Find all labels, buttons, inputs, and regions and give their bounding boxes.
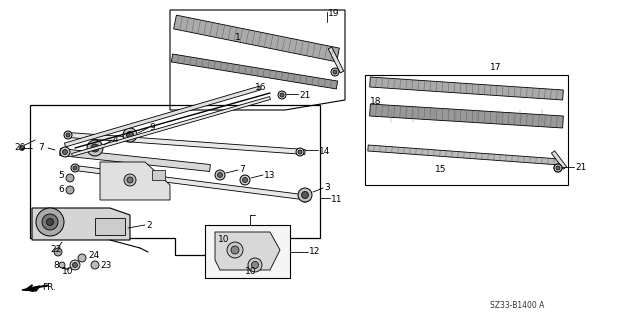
Text: 22: 22	[50, 245, 61, 254]
Circle shape	[301, 194, 309, 202]
Text: 4: 4	[113, 135, 119, 145]
Text: 21: 21	[299, 91, 310, 100]
Circle shape	[127, 132, 134, 139]
Polygon shape	[60, 148, 211, 172]
Text: 6: 6	[58, 186, 64, 195]
Text: 10: 10	[218, 236, 230, 244]
Polygon shape	[369, 104, 563, 128]
Circle shape	[280, 93, 284, 97]
Circle shape	[331, 68, 339, 76]
Circle shape	[217, 172, 222, 178]
Circle shape	[303, 196, 307, 200]
Circle shape	[59, 262, 65, 268]
Text: 21: 21	[575, 164, 586, 172]
Polygon shape	[329, 47, 344, 73]
Ellipse shape	[36, 208, 64, 236]
Polygon shape	[551, 151, 566, 169]
Circle shape	[60, 147, 70, 157]
Circle shape	[302, 191, 309, 198]
Circle shape	[19, 146, 24, 150]
Polygon shape	[369, 77, 563, 100]
Text: 24: 24	[88, 252, 99, 260]
Text: 9: 9	[149, 124, 155, 132]
Text: 23: 23	[100, 260, 111, 269]
Circle shape	[66, 133, 70, 137]
Text: 10: 10	[245, 268, 256, 276]
Text: 11: 11	[331, 195, 343, 204]
Polygon shape	[152, 170, 165, 180]
Circle shape	[124, 174, 136, 186]
Text: 19: 19	[328, 9, 340, 18]
Circle shape	[554, 164, 562, 172]
Text: 5: 5	[58, 172, 64, 180]
Circle shape	[296, 148, 304, 156]
Polygon shape	[75, 165, 310, 200]
Polygon shape	[65, 86, 261, 147]
Circle shape	[556, 166, 560, 170]
Polygon shape	[368, 145, 560, 165]
Polygon shape	[174, 15, 340, 62]
Text: 2: 2	[146, 220, 152, 229]
Circle shape	[554, 164, 562, 172]
Circle shape	[78, 254, 86, 262]
Ellipse shape	[47, 219, 53, 226]
Text: FR.: FR.	[42, 284, 56, 292]
Text: 3: 3	[324, 183, 330, 193]
Circle shape	[127, 177, 133, 183]
Circle shape	[242, 178, 248, 182]
Circle shape	[227, 242, 243, 258]
Circle shape	[298, 188, 312, 202]
Circle shape	[240, 175, 250, 185]
Polygon shape	[100, 162, 170, 200]
Text: 7: 7	[38, 143, 43, 153]
Circle shape	[73, 166, 77, 170]
Circle shape	[278, 91, 286, 99]
Text: 17: 17	[490, 63, 502, 73]
Circle shape	[298, 150, 302, 154]
Circle shape	[123, 128, 137, 142]
Text: 14: 14	[319, 147, 330, 156]
Polygon shape	[32, 208, 130, 240]
Circle shape	[54, 248, 62, 256]
Polygon shape	[171, 54, 338, 89]
Circle shape	[248, 258, 262, 272]
Circle shape	[252, 261, 258, 268]
Polygon shape	[215, 232, 280, 270]
Text: 13: 13	[264, 172, 276, 180]
Circle shape	[556, 166, 560, 170]
Circle shape	[215, 170, 225, 180]
Circle shape	[71, 164, 79, 172]
Circle shape	[66, 174, 74, 182]
Polygon shape	[95, 218, 125, 235]
Circle shape	[66, 186, 74, 194]
Circle shape	[333, 70, 337, 74]
Polygon shape	[71, 97, 270, 156]
Circle shape	[231, 246, 239, 254]
Text: 12: 12	[309, 247, 320, 257]
Circle shape	[91, 144, 99, 152]
Text: 16: 16	[255, 83, 266, 92]
Circle shape	[63, 149, 68, 155]
Text: SZ33-B1400 A: SZ33-B1400 A	[490, 300, 545, 309]
Text: 1: 1	[235, 34, 241, 43]
Circle shape	[64, 131, 72, 139]
Circle shape	[70, 260, 80, 270]
Text: 15: 15	[435, 165, 446, 174]
Circle shape	[87, 140, 103, 156]
Text: 10: 10	[62, 268, 73, 276]
Text: 20: 20	[14, 143, 25, 153]
Polygon shape	[22, 286, 40, 291]
Circle shape	[91, 261, 99, 269]
Text: 8: 8	[53, 260, 59, 269]
Polygon shape	[205, 225, 290, 278]
Polygon shape	[68, 132, 305, 155]
Text: 18: 18	[370, 98, 381, 107]
Ellipse shape	[42, 214, 58, 230]
Circle shape	[73, 262, 78, 268]
Text: 7: 7	[239, 165, 245, 174]
